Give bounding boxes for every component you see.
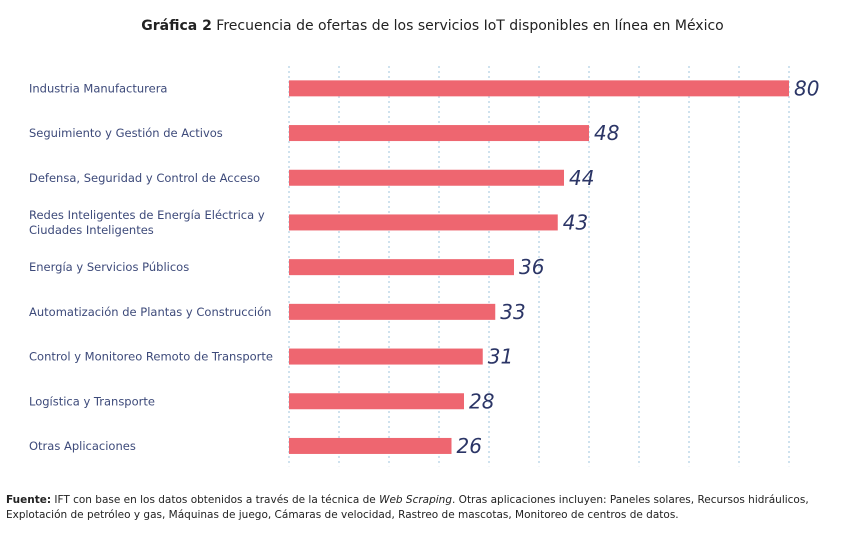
bar — [289, 80, 789, 97]
footnote: Fuente: IFT con base en los datos obteni… — [6, 493, 856, 523]
category-label: Otras Aplicaciones — [29, 439, 136, 453]
bar — [289, 169, 564, 186]
footnote-text-2: . Otras aplicaciones incluyen: Paneles s… — [6, 494, 809, 521]
category-label: Redes Inteligentes de Energía Eléctrica … — [29, 208, 265, 237]
value-label: 33 — [500, 300, 525, 324]
bar — [289, 303, 496, 320]
bar — [289, 259, 514, 276]
bar — [289, 348, 483, 365]
value-label: 31 — [488, 345, 513, 369]
chart-title-text: Frecuencia de ofertas de los servicios I… — [216, 18, 724, 34]
footnote-italic: Web Scraping — [379, 494, 452, 506]
footnote-text-1: IFT con base en los datos obtenidos a tr… — [54, 494, 376, 506]
bar — [289, 214, 558, 231]
category-label: Automatización de Plantas y Construcción — [29, 305, 271, 319]
bar-chart: Industria Manufacturera Seguimiento y Ges… — [29, 66, 820, 467]
category-label: Seguimiento y Gestión de Activos — [29, 126, 223, 140]
value-label: 48 — [594, 121, 619, 145]
bar — [289, 393, 464, 410]
bar — [289, 437, 452, 454]
category-label: Energía y Servicios Públicos — [29, 260, 189, 274]
bar — [289, 125, 589, 142]
value-label: 80 — [794, 76, 819, 100]
chart-title: Gráfica 2 Frecuencia de ofertas de los s… — [0, 18, 865, 34]
value-label: 36 — [519, 255, 544, 279]
value-label: 43 — [563, 210, 588, 234]
category-label: Defensa, Seguridad y Control de Acceso — [29, 171, 260, 185]
category-labels: Industria Manufacturera Seguimiento y Ges… — [29, 81, 273, 453]
category-label: Industria Manufacturera — [29, 81, 167, 95]
category-label: Control y Monitoreo Remoto de Transporte — [29, 350, 273, 364]
footnote-label: Fuente: — [6, 494, 52, 506]
value-label: 44 — [569, 166, 594, 190]
value-label: 28 — [469, 389, 494, 413]
category-label: Logística y Transporte — [29, 394, 155, 408]
chart-title-prefix: Gráfica 2 — [141, 18, 212, 34]
bars — [289, 80, 789, 454]
value-label: 26 — [457, 434, 482, 458]
